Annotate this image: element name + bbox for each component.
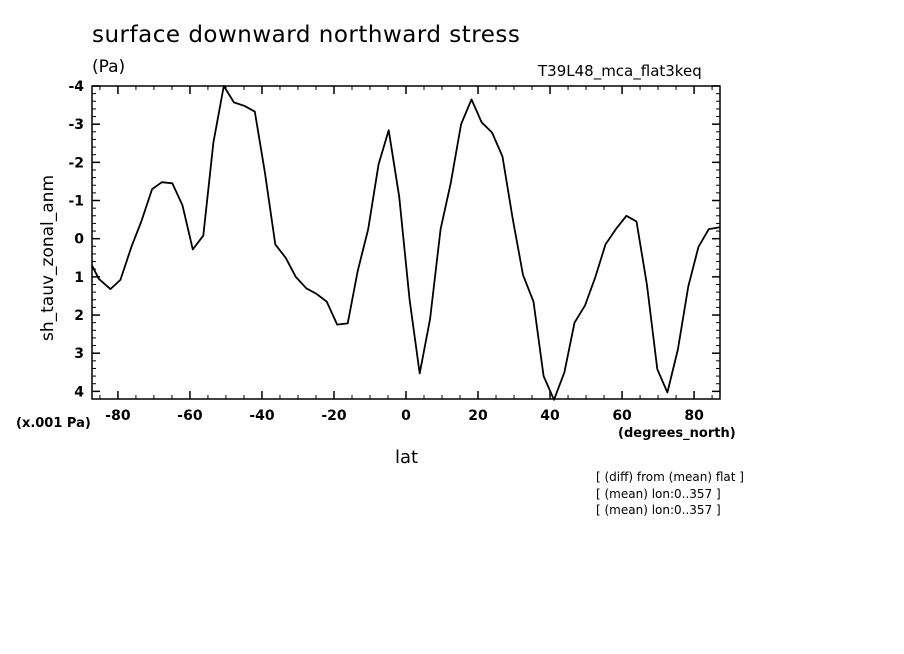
chart-title: surface downward northward stress [92,22,521,48]
x-tick-label: 60 [612,408,632,424]
y-tick-label: -3 [68,117,84,133]
annotation-note-2: [ (mean) lon:0..357 ] [596,487,721,501]
x-axis-label: lat [395,447,419,468]
y-tick-label: 1 [74,270,84,286]
x-tick-label: -20 [321,408,347,424]
annotation-note-3: [ (mean) lon:0..357 ] [596,503,721,517]
run-id-label: T39L48_mca_flat3keq [538,62,702,80]
y-tick-label: -4 [68,79,84,95]
plot-frame [91,85,721,400]
x-tick-label: 40 [540,408,560,424]
x-tick-label: 80 [684,408,704,424]
y-tick-label: 0 [74,232,84,248]
y-tick-label: -1 [68,194,84,210]
y-tick-label: 2 [74,308,84,324]
annotation-note-1: [ (diff) from (mean) flat ] [596,470,744,484]
x-units-label: (degrees_north) [618,426,736,441]
x-tick-label: 0 [401,408,411,424]
units-label: (Pa) [92,57,126,77]
y-tick-label: 3 [74,346,84,362]
y-scale-note: (x.001 Pa) [16,416,91,431]
y-tick-label: 4 [74,384,84,400]
y-tick-label: -2 [68,155,84,171]
x-tick-label: -80 [105,408,131,424]
x-tick-label: -40 [249,408,275,424]
series-line [91,85,721,401]
x-tick-label: 20 [468,408,488,424]
x-tick-label: -60 [177,408,203,424]
